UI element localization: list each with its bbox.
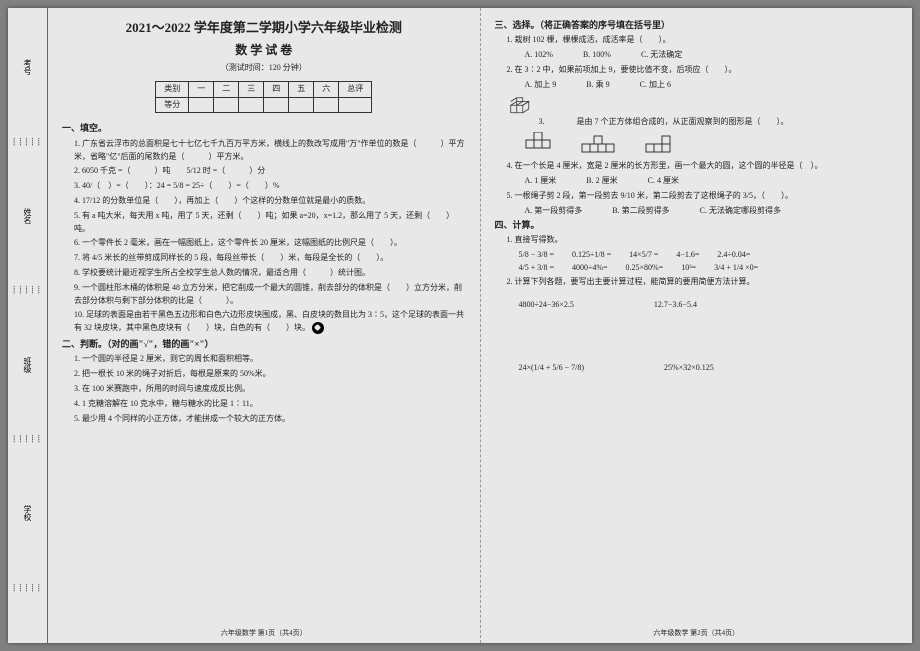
calc: 4000÷4%= xyxy=(572,262,608,275)
expr: 4800÷24−36×2.5 xyxy=(519,299,574,312)
exam-title: 2021～2022 学年度第二学期小学六年级毕业检测 xyxy=(62,18,466,39)
opt-c: C. 无法确定 xyxy=(641,49,682,62)
opt-b: B. 第二段剪得多 xyxy=(612,205,669,218)
calc: 3/4 + 1/4 ×0= xyxy=(714,262,758,275)
q3-1-opts: A. 102% B. 100% C. 无法确定 xyxy=(525,49,899,62)
q3-3-text: 3. 是由 7 个正方体组合成的，从正面观察到的图形是（ ）。 xyxy=(539,117,789,126)
q3-1: 1. 栽树 102 棵，棵棵成活，成活率是（ ）。 xyxy=(507,34,899,47)
margin-label: 姓名 xyxy=(22,208,33,224)
margin-dots: ┊┊┊┊┊ xyxy=(12,286,43,294)
calc: 0.25×80%= xyxy=(626,262,664,275)
q1-2: 2. 6050 千克 =（ ）吨 5/12 时 =（ ）分 xyxy=(74,165,466,178)
page-1-footer: 六年级数学 第1页（共4页） xyxy=(48,628,480,639)
th: 六 xyxy=(314,81,339,97)
q1-5: 5. 有 a 吨大米，每天用 x 吨，用了 5 天，还剩（ ）吨；如果 a=20… xyxy=(74,210,466,236)
th: 三 xyxy=(239,81,264,97)
expr: 24×(1/4 + 5/6 − 7/8) xyxy=(519,362,585,375)
page-2-footer: 六年级数学 第2页（共4页） xyxy=(481,628,913,639)
margin-label: 班级 xyxy=(22,357,33,373)
section-2-head: 二、判断。（对的画"√"，错的画"×"） xyxy=(62,337,466,351)
q3-5: 5. 一根绳子剪 2 段，第一段剪去 9/10 米，第二段剪去了这根绳子的 3/… xyxy=(507,190,899,203)
q2-1: 1. 一个圆的半径是 2 厘米，则它的周长和面积相等。 xyxy=(74,353,466,366)
opt-a: A. 1 厘米 xyxy=(525,175,557,188)
q3-2: 2. 在 3∶2 中，如果前项加上 9，要使比值不变，后项应（ ）。 xyxy=(507,64,899,77)
calc-row-1: 5/8 − 3/8 = 0.125÷1/8 = 14×5/7 = 4−1.6= … xyxy=(519,249,899,262)
calc: 0.125÷1/8 = xyxy=(572,249,611,262)
section-4-head: 四、计算。 xyxy=(495,218,899,232)
q3-2-opts: A. 加上 9 B. 乘 9 C. 加上 6 xyxy=(525,79,899,92)
q1-9: 9. 一个圆柱形木桶的体积是 48 立方分米，把它削成一个最大的圆锥，削去部分的… xyxy=(74,282,466,308)
calc-block-1: 4800÷24−36×2.5 12.7−3.6−5.4 xyxy=(519,299,899,312)
q3-4: 4. 在一个长是 4 厘米，宽是 2 厘米的长方形里，画一个最大的圆，这个圆的半… xyxy=(507,160,899,173)
margin-dots: ┊┊┊┊┊ xyxy=(12,435,43,443)
exam-time: （测试时间：120 分钟） xyxy=(62,62,466,75)
section-3-head: 三、选择。（将正确答案的序号填在括号里） xyxy=(495,18,899,32)
opt-c: C. 加上 6 xyxy=(640,79,671,92)
opt-c: C. 无法确定哪段剪得多 xyxy=(700,205,781,218)
exam-paper: 考号 ┊┊┊┊┊ 姓名 ┊┊┊┊┊ 班级 ┊┊┊┊┊ 学校 ┊┊┊┊┊ 2021… xyxy=(8,8,912,643)
q3-3-options xyxy=(525,132,899,156)
opt-c: C. 4 厘米 xyxy=(648,175,679,188)
q1-4: 4. 17/12 的分数单位是（ ），再加上（ ）个这样的分数单位就是最小的质数… xyxy=(74,195,466,208)
expr: 25%×32×0.125 xyxy=(664,362,714,375)
th: 五 xyxy=(289,81,314,97)
opt-a: A. 第一段剪得多 xyxy=(525,205,583,218)
calc: 14×5/7 = xyxy=(629,249,658,262)
td: 等分 xyxy=(156,97,189,113)
q1-2b: 5/12 时 =（ ）分 xyxy=(187,166,266,175)
score-table: 类别 一 二 三 四 五 六 总评 等分 xyxy=(155,81,372,114)
margin-dots: ┊┊┊┊┊ xyxy=(12,584,43,592)
q2-3: 3. 在 100 米赛跑中，所用的时间与速度成反比例。 xyxy=(74,383,466,396)
binding-margin: 考号 ┊┊┊┊┊ 姓名 ┊┊┊┊┊ 班级 ┊┊┊┊┊ 学校 ┊┊┊┊┊ xyxy=(8,8,48,643)
expr: 12.7−3.6−5.4 xyxy=(654,299,697,312)
q1-2a: 2. 6050 千克 =（ ）吨 xyxy=(74,166,171,175)
opt-a: A. 102% xyxy=(525,49,553,62)
margin-label: 学校 xyxy=(22,505,33,521)
q1-1: 1. 广东省云浮市的总面积是七十七亿七千九百万平方米，横线上的数改写成用"万"作… xyxy=(74,138,466,164)
page-1: 2021～2022 学年度第二学期小学六年级毕业检测 数 学 试 卷 （测试时间… xyxy=(48,8,481,643)
th: 二 xyxy=(214,81,239,97)
q4-1: 1. 直接写得数。 xyxy=(507,234,899,247)
section-1-head: 一、填空。 xyxy=(62,121,466,135)
q1-10-text: 10. 足球的表面是由若干黑色五边形和白色六边形皮块围成，黑、白皮块的数目比为 … xyxy=(74,310,464,332)
page-2: 三、选择。（将正确答案的序号填在括号里） 1. 栽树 102 棵，棵棵成活，成活… xyxy=(481,8,913,643)
calc: 2.4÷0.04= xyxy=(717,249,750,262)
shape-option-b xyxy=(581,132,625,156)
q1-8: 8. 学校要统计最近视学生所占全校学生总人数的情况，最适合用（ ）统计图。 xyxy=(74,267,466,280)
shape-option-a xyxy=(525,132,561,156)
calc: 10³= xyxy=(681,262,696,275)
q2-2: 2. 把一根长 10 米的绳子对折后，每根是原来的 50%米。 xyxy=(74,368,466,381)
shape-option-c xyxy=(645,132,681,156)
opt-a: A. 加上 9 xyxy=(525,79,557,92)
q2-4: 4. 1 克糖溶解在 10 克水中，糖与糖水的比是 1∶11。 xyxy=(74,398,466,411)
margin-dots: ┊┊┊┊┊ xyxy=(12,138,43,146)
opt-b: B. 乘 9 xyxy=(586,79,609,92)
q3-3: 3. 是由 7 个正方体组合成的，从正面观察到的图形是（ ）。 xyxy=(507,94,899,129)
q4-2: 2. 计算下列各题，要写出主要计算过程，能简算的要用简便方法计算。 xyxy=(507,276,899,289)
q1-6: 6. 一个零件长 2 毫米，画在一幅图纸上，这个零件长 20 厘米，这幅图纸的比… xyxy=(74,237,466,250)
opt-b: B. 100% xyxy=(583,49,611,62)
q1-3: 3. 40/（ ）=（ ）：24 = 5/8 = 25÷（ ）=（ ）% xyxy=(74,180,466,193)
margin-label: 考号 xyxy=(22,59,33,75)
calc: 4/5 + 3/8 = xyxy=(519,262,554,275)
q1-7: 7. 将 4/5 米长的丝带剪成同样长的 5 段，每段丝带长（ ）米，每段是全长… xyxy=(74,252,466,265)
calc-row-2: 4/5 + 3/8 = 4000÷4%= 0.25×80%= 10³= 3/4 … xyxy=(519,262,899,275)
q2-5: 5. 最少用 4 个同样的小正方体，才能拼成一个较大的正方体。 xyxy=(74,413,466,426)
th: 类别 xyxy=(156,81,189,97)
opt-b: B. 2 厘米 xyxy=(586,175,617,188)
th: 四 xyxy=(264,81,289,97)
th: 一 xyxy=(189,81,214,97)
soccer-ball-icon xyxy=(312,322,324,334)
exam-subject: 数 学 试 卷 xyxy=(62,41,466,60)
q3-5-opts: A. 第一段剪得多 B. 第二段剪得多 C. 无法确定哪段剪得多 xyxy=(525,205,899,218)
cube-3d-icon xyxy=(507,94,537,124)
calc: 5/8 − 3/8 = xyxy=(519,249,554,262)
calc: 4−1.6= xyxy=(676,249,699,262)
q1-10: 10. 足球的表面是由若干黑色五边形和白色六边形皮块围成，黑、白皮块的数目比为 … xyxy=(74,309,466,335)
calc-block-2: 24×(1/4 + 5/6 − 7/8) 25%×32×0.125 xyxy=(519,362,899,375)
q3-4-opts: A. 1 厘米 B. 2 厘米 C. 4 厘米 xyxy=(525,175,899,188)
th: 总评 xyxy=(339,81,372,97)
